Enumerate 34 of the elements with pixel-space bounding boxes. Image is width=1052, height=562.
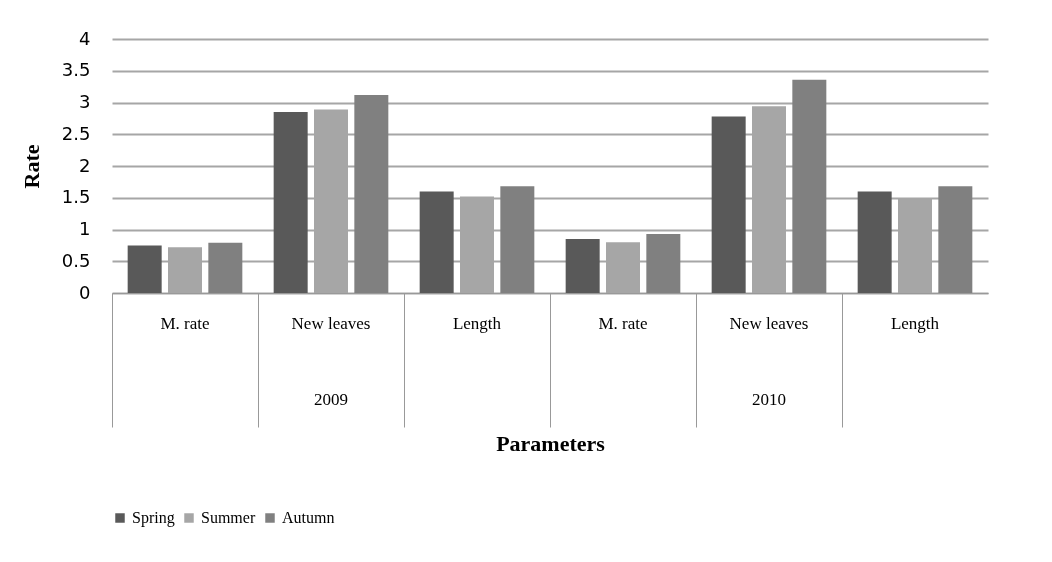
bar: [857, 191, 892, 293]
bar: [792, 79, 827, 293]
bar: [419, 191, 454, 293]
bar: [127, 245, 162, 293]
x-tick-label: M. rate: [598, 313, 648, 333]
y-tick-label: 1: [79, 218, 91, 239]
legend-label: Spring: [132, 509, 175, 527]
y-tick-label: 0.5: [61, 249, 91, 271]
y-tick-label: 4: [79, 27, 91, 49]
y-tick-label: 1.5: [61, 186, 91, 208]
y-tick-label: 3: [79, 91, 91, 112]
x-tick-label: Length: [452, 313, 502, 333]
bar: [646, 233, 681, 293]
y-tick-label: 2: [79, 154, 91, 176]
bar: [565, 239, 600, 293]
legend-label: Summer: [201, 509, 256, 526]
x-axis-title: Parameters: [496, 431, 606, 456]
x-tick-label: Length: [890, 313, 940, 333]
y-tick-label: 3.5: [61, 59, 91, 81]
bar: [354, 94, 389, 293]
legend-label: Autumn: [282, 509, 335, 526]
bar: [938, 186, 973, 293]
bar: [208, 242, 243, 293]
y-tick-label: 0: [79, 281, 91, 303]
x-tick-label: M. rate: [160, 313, 210, 333]
x-tick-label: New leaves: [291, 313, 371, 333]
text: 2009: [314, 390, 348, 409]
bar: [273, 112, 308, 293]
bar: [711, 116, 746, 293]
x-tick-label: New leaves: [729, 313, 809, 333]
y-tick-label: 2.5: [61, 122, 91, 144]
bar: [500, 186, 535, 293]
y-axis-title: Rate: [18, 144, 44, 189]
text: 2010: [752, 390, 786, 409]
